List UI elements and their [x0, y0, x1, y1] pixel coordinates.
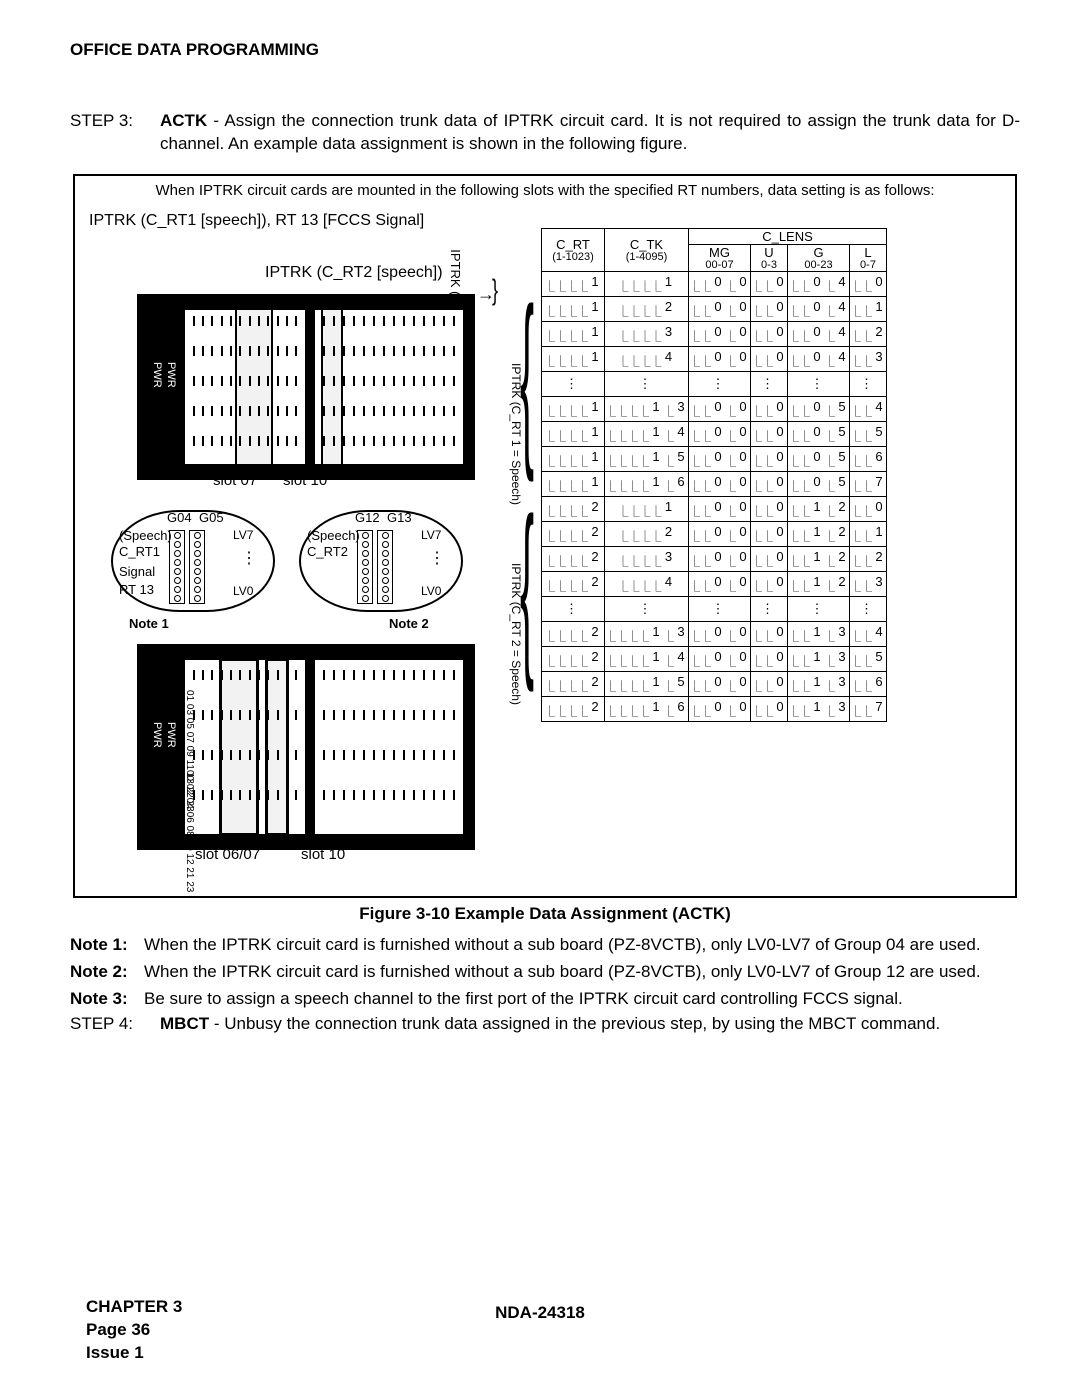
- table-row: ⎿⎿⎿⎿2⎿⎿⎿⎿1⎿6⎿⎿0⎿0⎿⎿0⎿⎿1⎿3⎿⎿7: [542, 696, 887, 721]
- th-ctk: C_TK(1-4095): [605, 228, 689, 271]
- table-row: ⎿⎿⎿⎿2⎿⎿⎿⎿3⎿⎿0⎿0⎿⎿0⎿⎿1⎿2⎿⎿2: [542, 546, 887, 571]
- figure-topline: When IPTRK circuit cards are mounted in …: [75, 182, 1015, 199]
- slot10b-label: slot 10: [301, 846, 345, 863]
- th-g: G00-23: [788, 244, 850, 271]
- footer-chapter: CHAPTER 3: [86, 1296, 182, 1319]
- table-row: ⎿⎿⎿⎿1⎿⎿⎿⎿1⎿⎿0⎿0⎿⎿0⎿⎿0⎿4⎿⎿0: [542, 271, 887, 296]
- g12-label: G12: [355, 510, 380, 525]
- table-row: ⎿⎿⎿⎿1⎿⎿⎿⎿1⎿5⎿⎿0⎿0⎿⎿0⎿⎿0⎿5⎿⎿6: [542, 446, 887, 471]
- slot10-label: slot 10: [283, 472, 327, 489]
- signal-label: Signal: [119, 564, 155, 579]
- crt1-label: C_RT1: [119, 544, 160, 559]
- note1-label: Note 1:: [70, 934, 144, 957]
- note3-label: Note 3:: [70, 988, 144, 1011]
- page: OFFICE DATA PROGRAMMING STEP 3: ACTK - A…: [0, 0, 1080, 1397]
- lv7-label: LV7: [233, 528, 253, 542]
- note2-inline: Note 2: [389, 616, 429, 631]
- th-u: U0-3: [751, 244, 788, 271]
- chassis-upper-right: [315, 310, 463, 464]
- chassis-lower: PWR PWR 01 03 05 07 09 11 13 22 23 00 02…: [137, 644, 475, 850]
- table-row: ⎿⎿⎿⎿1⎿⎿⎿⎿2⎿⎿0⎿0⎿⎿0⎿⎿0⎿4⎿⎿1: [542, 296, 887, 321]
- step3-text: - Assign the connection trunk data of IP…: [160, 111, 1020, 153]
- lv0-label: LV0: [233, 584, 253, 598]
- speech-label: (Speech): [307, 528, 360, 543]
- note2-text: When the IPTRK circuit card is furnished…: [144, 961, 1020, 984]
- speech-label: (Speech): [119, 528, 172, 543]
- step4-row: STEP 4: MBCT - Unbusy the connection tru…: [70, 1013, 1020, 1036]
- step3-label: STEP 3:: [70, 110, 160, 156]
- note3-text: Be sure to assign a speech channel to th…: [144, 988, 1020, 1011]
- table-row: ⎿⎿⎿⎿1⎿⎿⎿⎿1⎿4⎿⎿0⎿0⎿⎿0⎿⎿0⎿5⎿⎿5: [542, 421, 887, 446]
- step3-cmd: ACTK: [160, 111, 207, 130]
- figure-caption: Figure 3-10 Example Data Assignment (ACT…: [70, 904, 1020, 924]
- chassis-lower-right: [315, 660, 463, 834]
- step3-body: ACTK - Assign the connection trunk data …: [160, 110, 1020, 156]
- pwr-label: PWR: [165, 722, 177, 748]
- g04-label: G04: [167, 510, 192, 525]
- slot-highlight: [219, 658, 259, 836]
- notes-block: Note 1:When the IPTRK circuit card is fu…: [70, 934, 1020, 1011]
- th-l: L0-7: [850, 244, 887, 271]
- oval-right: G12 G13 LV7 ⋮ LV0 (Speech) C_RT2: [299, 510, 463, 612]
- table-row: ⎿⎿⎿⎿1⎿⎿⎿⎿3⎿⎿0⎿0⎿⎿0⎿⎿0⎿4⎿⎿2: [542, 321, 887, 346]
- step4-text: - Unbusy the connection trunk data assig…: [209, 1014, 940, 1033]
- actk-table-wrap: C_RT(1-1023) C_TK(1-4095) C_LENS MG00-07…: [541, 228, 887, 722]
- step3-row: STEP 3: ACTK - Assign the connection tru…: [70, 110, 1020, 156]
- th-crt: C_RT(1-1023): [542, 228, 605, 271]
- slot-highlight: [265, 658, 289, 836]
- lv0-label: LV0: [421, 584, 441, 598]
- note2-label: Note 2:: [70, 961, 144, 984]
- table-row: ⎿⎿⎿⎿1⎿⎿⎿⎿1⎿3⎿⎿0⎿0⎿⎿0⎿⎿0⎿5⎿⎿4: [542, 396, 887, 421]
- g13-label: G13: [387, 510, 412, 525]
- figure-box: When IPTRK circuit cards are mounted in …: [73, 174, 1017, 898]
- table-row: ⎿⎿⎿⎿2⎿⎿⎿⎿1⎿4⎿⎿0⎿0⎿⎿0⎿⎿1⎿3⎿⎿5: [542, 646, 887, 671]
- page-header: OFFICE DATA PROGRAMMING: [70, 40, 1020, 60]
- chassis-upper-left: [185, 310, 305, 464]
- vlabel-rt2: IPTRK (C_RT 2 = Speech): [509, 534, 523, 734]
- g05-label: G05: [199, 510, 224, 525]
- rt13-label: RT 13: [119, 582, 154, 597]
- table-row: ⎿⎿⎿⎿2⎿⎿⎿⎿1⎿⎿0⎿0⎿⎿0⎿⎿1⎿2⎿⎿0: [542, 496, 887, 521]
- footer-left: CHAPTER 3 Page 36 Issue 1: [86, 1296, 182, 1365]
- footer-issue: Issue 1: [86, 1342, 182, 1365]
- table-row: ⎿⎿⎿⎿2⎿⎿⎿⎿2⎿⎿0⎿0⎿⎿0⎿⎿1⎿2⎿⎿1: [542, 521, 887, 546]
- brace-icon-top: }: [492, 275, 498, 304]
- table-row: ⋮⋮⋮⋮⋮⋮: [542, 371, 887, 396]
- th-clens: C_LENS: [689, 228, 887, 244]
- figure-title-mid: IPTRK (C_RT2 [speech]): [265, 264, 443, 282]
- pwr-label: PWR: [165, 362, 177, 388]
- figure-title-left: IPTRK (C_RT1 [speech]), RT 13 [FCCS Sign…: [89, 212, 424, 230]
- table-row: ⋮⋮⋮⋮⋮⋮: [542, 596, 887, 621]
- slot07-label: slot 07: [213, 472, 257, 489]
- slot0607-label: slot 06/07: [195, 846, 260, 863]
- table-row: ⎿⎿⎿⎿2⎿⎿⎿⎿1⎿3⎿⎿0⎿0⎿⎿0⎿⎿1⎿3⎿⎿4: [542, 621, 887, 646]
- oval-left: G04 G05 LV7 ⋮ LV0 (Speech) C_RT1 Signal …: [111, 510, 275, 612]
- table-row: ⎿⎿⎿⎿1⎿⎿⎿⎿1⎿6⎿⎿0⎿0⎿⎿0⎿⎿0⎿5⎿⎿7: [542, 471, 887, 496]
- pwr-label: PWR: [151, 722, 163, 748]
- chassis-upper: PWR PWR: [137, 294, 475, 480]
- table-row: ⎿⎿⎿⎿1⎿⎿⎿⎿4⎿⎿0⎿0⎿⎿0⎿⎿0⎿4⎿⎿3: [542, 346, 887, 371]
- step4-body: MBCT - Unbusy the connection trunk data …: [160, 1013, 1020, 1036]
- table-row: ⎿⎿⎿⎿2⎿⎿⎿⎿4⎿⎿0⎿0⎿⎿0⎿⎿1⎿2⎿⎿3: [542, 571, 887, 596]
- lv7-label: LV7: [421, 528, 441, 542]
- footer-page: Page 36: [86, 1319, 182, 1342]
- table-row: ⎿⎿⎿⎿2⎿⎿⎿⎿1⎿5⎿⎿0⎿0⎿⎿0⎿⎿1⎿3⎿⎿6: [542, 671, 887, 696]
- vlabel-rt1: IPTRK (C_RT 1 = Speech): [509, 334, 523, 534]
- th-mg: MG00-07: [689, 244, 751, 271]
- crt2-label: C_RT2: [307, 544, 348, 559]
- chassis-lower-left: 01 03 05 07 09 11 13 22 23 00 02 04 06 0…: [185, 660, 305, 834]
- pwr-label: PWR: [151, 362, 163, 388]
- note1-text: When the IPTRK circuit card is furnished…: [144, 934, 1020, 957]
- step4-label: STEP 4:: [70, 1013, 160, 1036]
- actk-table: C_RT(1-1023) C_TK(1-4095) C_LENS MG00-07…: [541, 228, 887, 722]
- step4-cmd: MBCT: [160, 1014, 209, 1033]
- note1-inline: Note 1: [129, 616, 169, 631]
